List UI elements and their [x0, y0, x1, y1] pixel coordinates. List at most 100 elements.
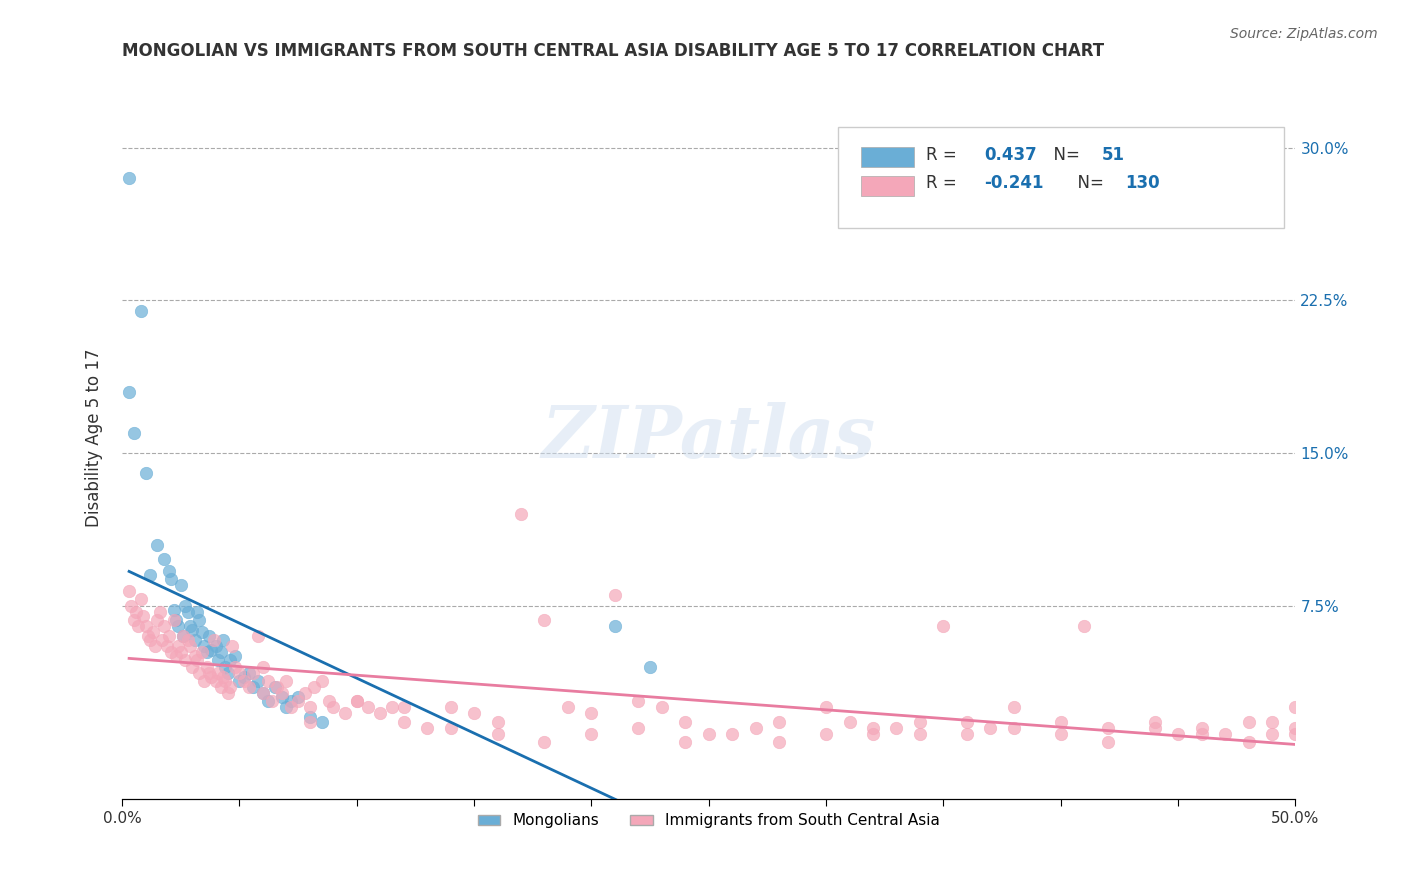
- Point: [439, 700, 461, 714]
- Point: [153, 551, 176, 566]
- Point: [673, 714, 696, 729]
- Point: [1167, 727, 1189, 741]
- Text: ZIPatlas: ZIPatlas: [541, 402, 876, 474]
- Point: [127, 619, 149, 633]
- Point: [198, 665, 221, 680]
- Point: [212, 670, 235, 684]
- Point: [149, 605, 172, 619]
- Point: [346, 694, 368, 708]
- Point: [184, 633, 207, 648]
- Point: [142, 625, 165, 640]
- Point: [266, 680, 288, 694]
- Point: [188, 665, 211, 680]
- Point: [156, 639, 179, 653]
- Point: [186, 605, 208, 619]
- Point: [1284, 727, 1306, 741]
- Point: [627, 721, 650, 735]
- Point: [167, 639, 190, 653]
- Point: [118, 171, 141, 186]
- Point: [862, 721, 884, 735]
- Point: [298, 714, 321, 729]
- Point: [146, 537, 169, 551]
- Point: [122, 613, 145, 627]
- Point: [212, 633, 235, 648]
- Point: [209, 645, 232, 659]
- Point: [1213, 727, 1236, 741]
- Point: [908, 727, 931, 741]
- Text: R =: R =: [925, 145, 962, 163]
- Text: -0.241: -0.241: [984, 175, 1045, 193]
- Point: [217, 665, 239, 680]
- Point: [179, 619, 201, 633]
- Point: [172, 629, 194, 643]
- Point: [174, 653, 197, 667]
- Point: [150, 633, 173, 648]
- Point: [862, 727, 884, 741]
- Point: [193, 673, 215, 688]
- Point: [209, 680, 232, 694]
- Point: [134, 467, 156, 481]
- Point: [768, 714, 790, 729]
- Point: [139, 633, 162, 648]
- Point: [167, 619, 190, 633]
- Point: [1049, 727, 1071, 741]
- Point: [132, 608, 155, 623]
- Point: [368, 706, 391, 721]
- Point: [181, 623, 204, 637]
- Point: [533, 735, 555, 749]
- Text: 130: 130: [1125, 175, 1160, 193]
- Point: [932, 619, 955, 633]
- Point: [247, 629, 270, 643]
- Point: [163, 602, 186, 616]
- Point: [721, 727, 744, 741]
- Point: [638, 659, 661, 673]
- Point: [120, 599, 142, 613]
- Point: [768, 735, 790, 749]
- Point: [205, 639, 228, 653]
- Point: [627, 694, 650, 708]
- Point: [311, 714, 333, 729]
- Point: [157, 629, 180, 643]
- Point: [170, 645, 193, 659]
- Point: [263, 680, 285, 694]
- Point: [177, 605, 200, 619]
- Point: [238, 665, 260, 680]
- Point: [256, 673, 278, 688]
- Point: [1191, 727, 1213, 741]
- Point: [224, 649, 246, 664]
- Point: [908, 714, 931, 729]
- Point: [280, 700, 302, 714]
- Point: [184, 649, 207, 664]
- Point: [193, 639, 215, 653]
- Point: [346, 694, 368, 708]
- Legend: Mongolians, Immigrants from South Central Asia: Mongolians, Immigrants from South Centra…: [471, 807, 946, 835]
- Point: [195, 659, 218, 673]
- Point: [603, 588, 626, 602]
- Point: [463, 706, 485, 721]
- Point: [439, 721, 461, 735]
- Point: [1261, 714, 1284, 729]
- Point: [179, 639, 201, 653]
- Y-axis label: Disability Age 5 to 17: Disability Age 5 to 17: [86, 349, 103, 527]
- Point: [172, 629, 194, 643]
- Point: [673, 735, 696, 749]
- Point: [252, 686, 274, 700]
- Point: [195, 645, 218, 659]
- Point: [233, 673, 256, 688]
- Point: [276, 673, 298, 688]
- Point: [1143, 721, 1166, 735]
- Point: [651, 700, 673, 714]
- Point: [287, 694, 309, 708]
- Point: [838, 714, 860, 729]
- Point: [956, 714, 979, 729]
- Point: [357, 700, 380, 714]
- Text: Source: ZipAtlas.com: Source: ZipAtlas.com: [1230, 27, 1378, 41]
- Point: [322, 700, 344, 714]
- Point: [198, 629, 221, 643]
- Text: N=: N=: [1067, 175, 1109, 193]
- Point: [392, 714, 415, 729]
- Point: [298, 700, 321, 714]
- Point: [247, 673, 270, 688]
- Point: [214, 659, 236, 673]
- Point: [262, 694, 284, 708]
